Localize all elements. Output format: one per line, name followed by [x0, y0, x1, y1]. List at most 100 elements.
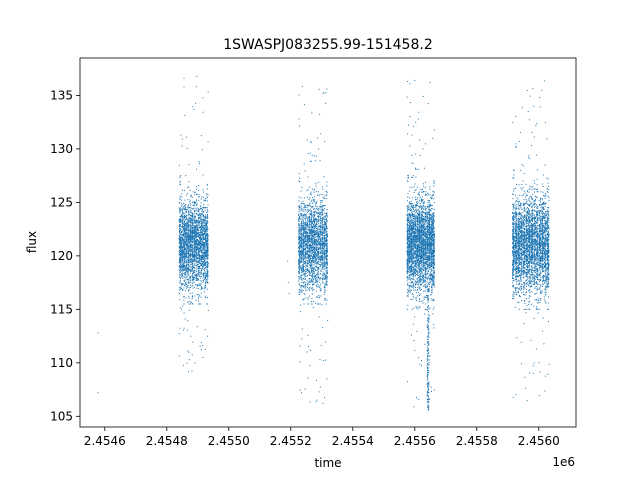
data-point — [323, 238, 325, 240]
data-point — [189, 244, 191, 246]
data-point — [187, 273, 189, 275]
data-point — [306, 269, 308, 271]
data-point — [206, 211, 208, 213]
data-point — [198, 214, 200, 216]
data-point — [194, 246, 196, 248]
data-point — [206, 251, 208, 253]
data-point — [317, 246, 319, 248]
data-point — [326, 231, 328, 233]
data-point — [315, 262, 317, 264]
data-point — [309, 221, 311, 223]
data-point — [192, 221, 194, 223]
data-point — [319, 113, 321, 115]
data-point — [194, 234, 196, 236]
data-point — [298, 223, 300, 225]
data-point — [185, 266, 187, 268]
data-point — [199, 250, 201, 252]
data-point — [198, 161, 200, 163]
data-point — [307, 238, 309, 240]
data-point — [298, 259, 300, 261]
data-point — [305, 264, 307, 266]
data-point — [202, 243, 204, 245]
data-point — [315, 256, 317, 258]
data-point — [189, 250, 191, 252]
data-point — [181, 241, 183, 243]
data-point — [190, 231, 192, 233]
data-point — [206, 238, 208, 240]
data-point — [299, 278, 301, 280]
data-point — [323, 218, 325, 220]
data-point — [181, 251, 183, 253]
data-point — [197, 279, 199, 281]
data-point — [179, 211, 181, 213]
data-point — [308, 248, 310, 250]
data-point — [185, 249, 187, 251]
data-point — [191, 234, 193, 236]
data-point — [197, 254, 199, 256]
data-point — [204, 222, 206, 224]
data-point — [187, 279, 189, 281]
data-point — [195, 258, 197, 260]
data-point — [302, 263, 304, 265]
data-point — [325, 224, 327, 226]
data-point — [299, 205, 301, 207]
data-point — [200, 262, 202, 264]
data-point — [180, 225, 182, 227]
data-point — [186, 221, 188, 223]
data-point — [183, 312, 185, 314]
data-point — [203, 276, 205, 278]
data-point — [184, 216, 186, 218]
data-point — [310, 257, 312, 259]
data-point — [316, 212, 317, 214]
data-point — [308, 230, 310, 232]
data-point — [326, 248, 328, 250]
data-point — [312, 206, 314, 208]
data-point — [194, 267, 196, 269]
data-point — [204, 233, 206, 235]
data-point — [321, 205, 323, 207]
data-point — [201, 285, 203, 287]
data-point — [318, 268, 320, 270]
data-point — [204, 229, 206, 231]
data-point — [326, 194, 328, 196]
data-point — [204, 284, 206, 286]
data-point — [305, 231, 307, 233]
data-point — [321, 258, 323, 260]
data-point — [298, 217, 300, 219]
data-point — [201, 218, 203, 220]
data-point — [190, 301, 192, 303]
data-point — [315, 280, 317, 282]
data-point — [198, 218, 200, 219]
data-point — [311, 278, 313, 280]
data-point — [196, 255, 198, 257]
data-point — [183, 303, 185, 305]
data-point — [198, 210, 200, 212]
data-point — [304, 214, 306, 216]
data-point — [305, 243, 307, 245]
data-point — [183, 265, 185, 267]
data-point — [319, 289, 321, 291]
data-point — [179, 217, 181, 219]
data-point — [196, 213, 198, 215]
data-point — [300, 261, 302, 263]
data-point — [313, 212, 315, 214]
data-point — [178, 225, 180, 227]
data-point — [189, 245, 191, 247]
data-point — [307, 236, 309, 238]
data-point — [307, 250, 309, 252]
data-point — [190, 221, 192, 223]
data-point — [315, 223, 317, 225]
data-point — [321, 207, 323, 209]
data-point — [181, 233, 183, 235]
data-point — [182, 256, 184, 258]
data-point — [202, 258, 204, 260]
data-point — [182, 269, 184, 271]
data-point — [180, 224, 182, 226]
data-point — [303, 285, 305, 287]
data-point — [184, 243, 186, 245]
data-point — [309, 247, 311, 249]
data-point — [314, 256, 316, 258]
data-point — [310, 241, 312, 243]
data-point — [188, 351, 190, 353]
data-point — [200, 233, 202, 235]
